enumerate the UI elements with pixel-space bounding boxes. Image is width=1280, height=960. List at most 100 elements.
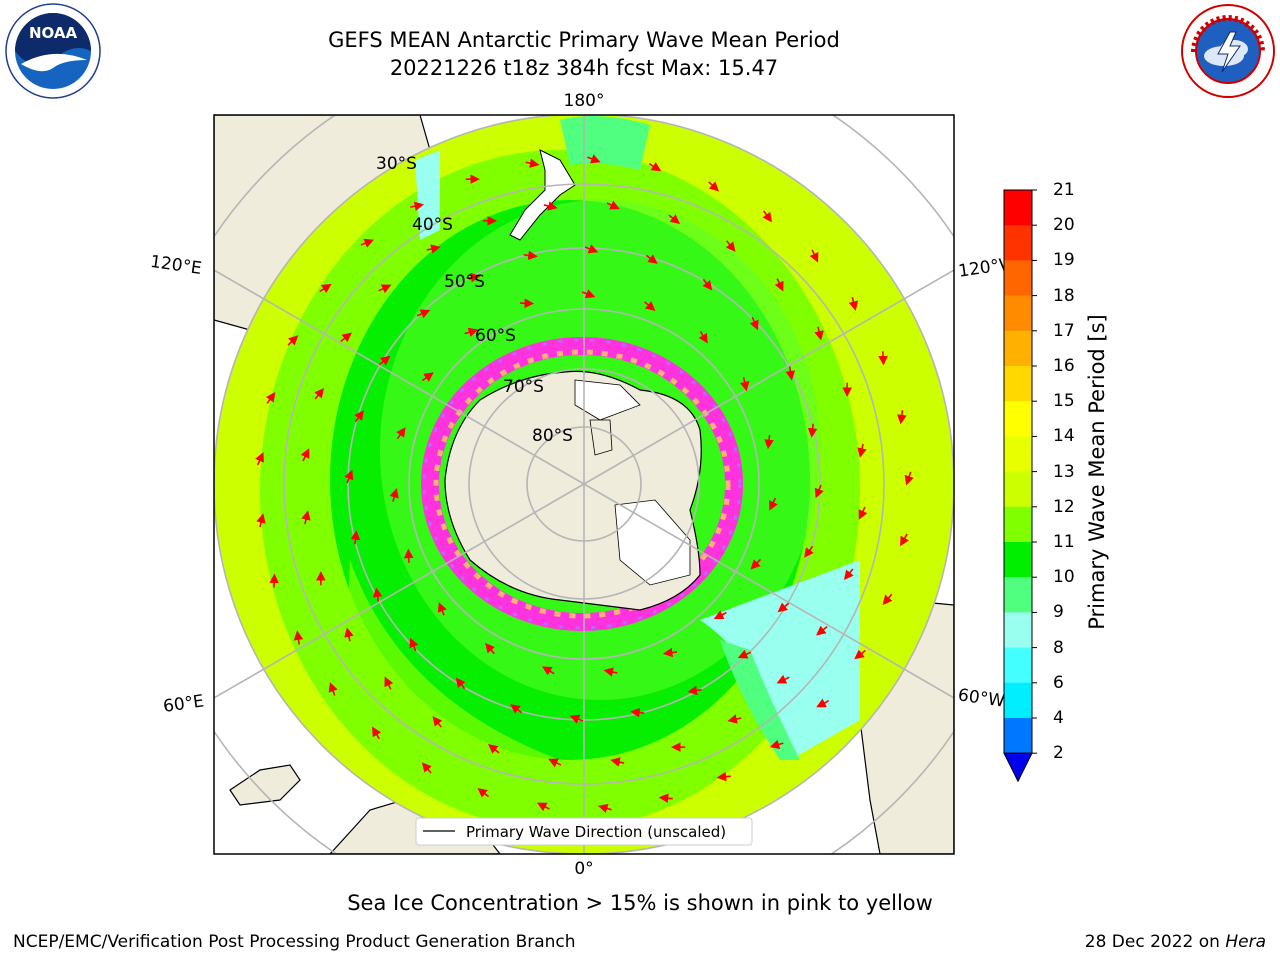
- colorbar-segment: [1004, 506, 1032, 543]
- wave-direction-arrow: [255, 452, 264, 466]
- colorbar-tick-label: 11: [1053, 532, 1075, 552]
- colorbar-tick-label: 15: [1053, 391, 1075, 412]
- wave-direction-arrow: [437, 602, 447, 616]
- wave-direction-arrow: [569, 714, 584, 724]
- wave-direction-arrow: [301, 510, 311, 525]
- wave-direction-arrow: [300, 448, 310, 462]
- wave-direction-arrow: [644, 301, 656, 311]
- lon-label-0: 0°: [574, 859, 593, 879]
- colorbar-tick-label: 17: [1053, 320, 1075, 341]
- wave-direction-arrow: [716, 771, 731, 782]
- wave-direction-arrow: [610, 757, 625, 767]
- wave-direction-arrow: [319, 283, 332, 294]
- lat-label-30s: 30°S: [376, 154, 417, 174]
- wave-direction-arrow: [510, 704, 523, 714]
- colorbar-segment: [1004, 542, 1032, 578]
- colorbar-segment: [1004, 190, 1032, 226]
- wave-direction-arrow: [354, 410, 364, 423]
- colorbar-segment: [1004, 612, 1032, 649]
- colorbar-tick-label: 18: [1053, 285, 1075, 306]
- wave-direction-arrow: [878, 351, 888, 366]
- wave-direction-arrow: [882, 593, 893, 605]
- wave-direction-arrow: [749, 316, 759, 331]
- wave-direction-arrow: [314, 387, 325, 400]
- lon-label-60w: 60°W: [957, 685, 1006, 711]
- wave-direction-arrow: [466, 272, 481, 283]
- colorbar-tick-label: 6: [1053, 672, 1064, 693]
- wave-direction-arrow: [816, 698, 830, 708]
- colorbar-segment: [1004, 260, 1032, 297]
- wave-direction-arrow: [739, 377, 750, 392]
- colorbar-tick-label: 10: [1053, 567, 1075, 588]
- wave-direction-arrow: [485, 642, 495, 655]
- wave-direction-arrow: [536, 802, 550, 812]
- wave-direction-arrow: [900, 533, 909, 547]
- chart-title: GEFS MEAN Antarctic Primary Wave Mean Pe…: [328, 28, 840, 52]
- colorbar-segment: [1004, 225, 1032, 261]
- wave-direction-arrow: [668, 214, 681, 225]
- wave-direction-arrow: [603, 667, 618, 677]
- lon-label-60e: 60°E: [162, 691, 205, 716]
- lat-label-70s: 70°S: [503, 377, 544, 397]
- wave-direction-arrow: [769, 739, 784, 750]
- wave-direction-arrow: [525, 158, 540, 168]
- nws-logo: [1178, 2, 1278, 100]
- colorbar-tick-label: 20: [1053, 215, 1075, 236]
- map-frame-content: [214, 115, 954, 854]
- wave-direction-arrow: [403, 548, 414, 563]
- wave-direction-arrow: [421, 372, 434, 382]
- colorbar-segment: [1004, 647, 1032, 684]
- wave-direction-arrow: [807, 423, 818, 438]
- wave-direction-arrow: [350, 530, 361, 545]
- colorbar-tick-label: 4: [1053, 708, 1064, 728]
- footer-credit: NCEP/EMC/Verification Post Processing Pr…: [13, 932, 576, 952]
- colorbar-segment: [1004, 718, 1032, 754]
- colorbar-segment: [1004, 295, 1032, 332]
- wave-direction-arrow: [648, 162, 662, 172]
- colorbar-segment: [1004, 436, 1032, 473]
- lat-label-40s: 40°S: [412, 215, 453, 235]
- wave-direction-arrow: [854, 649, 866, 660]
- wave-direction-arrow: [265, 391, 276, 405]
- colorbar-extend-arrow: [1003, 752, 1033, 783]
- footer-host: Hera: [1225, 932, 1266, 952]
- wave-direction-arrow: [548, 758, 562, 768]
- colorbar-tick-label: 21: [1053, 180, 1075, 200]
- wave-direction-arrow: [809, 249, 819, 263]
- wave-direction-arrow: [658, 793, 673, 804]
- colorbar-tick-label: 2: [1053, 743, 1064, 764]
- wave-direction-arrow: [293, 630, 304, 645]
- colorbar-tick-label: 14: [1053, 426, 1075, 447]
- wave-direction-arrow: [630, 707, 645, 718]
- colorbar-tick-label: 16: [1053, 356, 1075, 376]
- wave-direction-arrow: [372, 726, 382, 740]
- wave-direction-arrow: [464, 327, 479, 337]
- wave-direction-arrow: [904, 471, 914, 486]
- lat-label-60s: 60°S: [475, 326, 516, 346]
- wave-direction-arrow: [750, 558, 762, 570]
- colorbar-tick-label: 8: [1053, 637, 1064, 658]
- lon-label-120e: 120°E: [149, 252, 203, 279]
- colorbar-segment: [1004, 330, 1032, 367]
- wave-direction-arrow: [814, 484, 824, 499]
- sea-ice-caption: Sea Ice Concentration > 15% is shown in …: [347, 891, 933, 915]
- wave-direction-arrow: [597, 803, 612, 814]
- wave-direction-arrow: [541, 666, 555, 676]
- colorbar-tick-label: 19: [1053, 250, 1075, 271]
- wave-direction-arrow: [340, 332, 352, 343]
- wave-direction-arrow: [645, 254, 658, 264]
- wave-direction-arrow: [328, 682, 338, 696]
- lat-label-50s: 50°S: [444, 272, 485, 292]
- wave-direction-arrow: [708, 181, 720, 192]
- wave-direction-arrow: [409, 637, 419, 652]
- wave-direction-arrow: [584, 244, 599, 254]
- wave-direction-arrow: [814, 326, 824, 341]
- wave-direction-arrow: [372, 587, 383, 602]
- wave-direction-arrow: [487, 743, 500, 754]
- colorbar-segment: [1004, 471, 1032, 508]
- wave-direction-arrow: [344, 469, 354, 484]
- wave-direction-arrow: [858, 506, 868, 520]
- noaa-logo-text: NOAA: [29, 24, 78, 42]
- wave-direction-arrow: [737, 649, 752, 659]
